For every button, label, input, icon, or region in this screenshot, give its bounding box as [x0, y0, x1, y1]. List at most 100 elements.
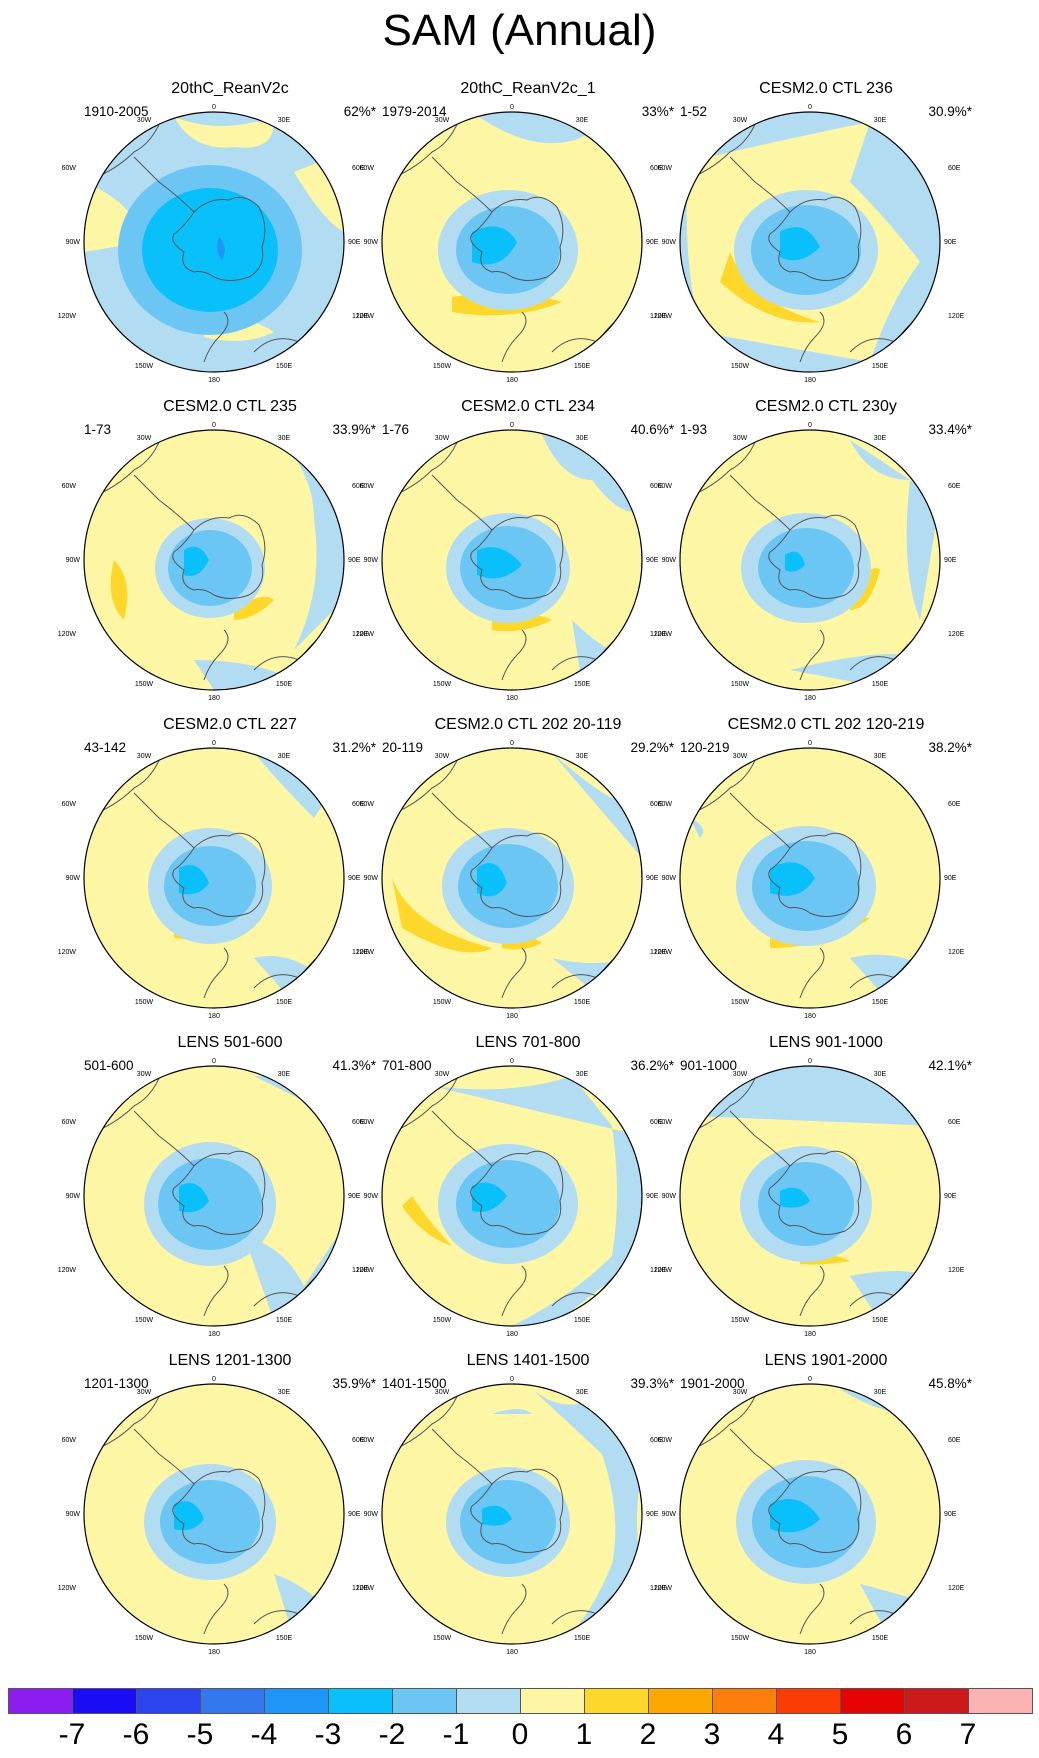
grid-label: 30E [278, 435, 291, 442]
grid-label: 60E [352, 483, 365, 490]
grid-label: 120E [352, 631, 369, 638]
grid-label: 150W [135, 363, 154, 370]
grid-label: 120W [654, 631, 673, 638]
grid-label: 180 [506, 695, 518, 702]
grid-label: 30E [278, 753, 291, 760]
colorbar-swatch [72, 1688, 137, 1714]
grid-label: 150E [276, 363, 293, 370]
colorbar-label: -7 [58, 1718, 86, 1751]
panel-period: 20-119 [382, 740, 424, 755]
panel-title: CESM2.0 CTL 235 [163, 398, 297, 415]
grid-label: 120E [948, 949, 965, 956]
grid-label: 150E [574, 681, 591, 688]
figure-title: SAM (Annual) [382, 6, 657, 55]
grid-label: 0 [808, 1058, 812, 1065]
grid-label: 180 [804, 1331, 816, 1338]
colorbar-label: 1 [575, 1718, 593, 1751]
grid-label: 180 [208, 1649, 220, 1656]
grid-label: 0 [808, 422, 812, 429]
grid-label: 120W [356, 1267, 375, 1274]
grid-label: 90E [348, 1193, 361, 1200]
grid-label: 0 [808, 740, 812, 747]
colorbar-swatch [648, 1688, 713, 1714]
map-panel: LENS 701-800 701-800 36.2%* 0 30W 30E 60W 60E 90… [356, 1034, 678, 1338]
colorbar-swatch [8, 1688, 73, 1714]
grid-label: 30E [278, 117, 291, 124]
panel-variance-percent: 40.6%* [630, 422, 674, 437]
grid-label: 0 [212, 1058, 216, 1065]
grid-label: 90E [944, 1193, 957, 1200]
grid-label: 120W [356, 313, 375, 320]
grid-label: 60W [360, 1437, 375, 1444]
grid-label: 60E [352, 1437, 365, 1444]
grid-label: 60W [360, 1119, 375, 1126]
grid-label: 150E [872, 681, 889, 688]
grid-label: 90E [348, 1511, 361, 1518]
grid-label: 90E [348, 239, 361, 246]
panel-period: 1401-1500 [382, 1376, 447, 1391]
grid-label: 30W [137, 435, 152, 442]
colorbar-swatch [328, 1688, 393, 1714]
grid-label: 150W [135, 999, 154, 1006]
panel-period: 501-600 [84, 1058, 134, 1073]
panel-title: LENS 1201-1300 [168, 1352, 292, 1369]
grid-label: 150W [433, 363, 452, 370]
polar-map: 0 30W 30E 60W 60E 90W 90E 120W 120E 150W 150E 180 [654, 1376, 965, 1656]
colorbar-label: 0 [511, 1718, 529, 1751]
panel-title: LENS 901-1000 [769, 1034, 883, 1051]
map-panel: 20thC_ReanV2c_1 1979-2014 33%* 0 30W 30E 60W 60… [356, 80, 678, 384]
panel-title: 20thC_ReanV2c_1 [460, 80, 596, 97]
grid-label: 90W [662, 557, 677, 564]
panel-variance-percent: 30.9%* [928, 104, 972, 119]
panel-variance-percent: 35.9%* [332, 1376, 376, 1391]
grid-label: 90W [66, 1511, 81, 1518]
grid-label: 180 [804, 1649, 816, 1656]
grid-label: 150W [731, 1317, 750, 1324]
grid-label: 120W [58, 1267, 77, 1274]
panel-title: 20thC_ReanV2c [171, 80, 289, 97]
grid-label: 60W [658, 1119, 673, 1126]
panel-period: 1910-2005 [84, 104, 149, 119]
grid-label: 30W [733, 435, 748, 442]
grid-label: 0 [808, 1376, 812, 1383]
colorbar-label: 5 [831, 1718, 849, 1751]
grid-label: 60E [948, 165, 961, 172]
grid-label: 30W [733, 117, 748, 124]
polar-map: 0 30W 30E 60W 60E 90W 90E 120W 120E 150W 150E 180 [58, 740, 369, 1020]
map-panel: LENS 1201-1300 1201-1300 35.9%* 0 30W 30E 60W 6… [58, 1352, 380, 1656]
grid-label: 150E [574, 363, 591, 370]
grid-label: 0 [510, 104, 514, 111]
grid-label: 90W [662, 1511, 677, 1518]
panel-period: 43-142 [84, 740, 127, 755]
panel-variance-percent: 31.2%* [332, 740, 376, 755]
colorbar-label: -1 [442, 1718, 470, 1751]
grid-label: 60W [658, 1437, 673, 1444]
grid-label: 120E [352, 1585, 369, 1592]
panel-title: LENS 501-600 [177, 1034, 283, 1051]
grid-label: 120E [650, 313, 667, 320]
colorbar-label: 7 [959, 1718, 977, 1751]
grid-label: 90E [944, 239, 957, 246]
grid-label: 90E [646, 1511, 659, 1518]
grid-label: 150E [872, 363, 889, 370]
colorbar-label: 6 [895, 1718, 913, 1751]
grid-label: 90W [364, 239, 379, 246]
panel-variance-percent: 38.2%* [928, 740, 972, 755]
grid-label: 120E [352, 1267, 369, 1274]
grid-label: 120E [650, 1267, 667, 1274]
grid-label: 30W [435, 117, 450, 124]
polar-map: 0 30W 30E 60W 60E 90W 90E 120W 120E 150W 150E 180 [356, 740, 667, 1020]
grid-label: 120W [58, 949, 77, 956]
grid-label: 120E [948, 1585, 965, 1592]
grid-label: 90E [646, 239, 659, 246]
grid-label: 150W [731, 1635, 750, 1642]
grid-label: 90E [646, 1193, 659, 1200]
grid-label: 120W [356, 1585, 375, 1592]
grid-label: 0 [212, 104, 216, 111]
grid-label: 60E [948, 1119, 961, 1126]
grid-label: 0 [510, 422, 514, 429]
grid-label: 0 [510, 740, 514, 747]
polar-map: 0 30W 30E 60W 60E 90W 90E 120W 120E 150W 150E 180 [356, 422, 667, 702]
panel-period: 1-93 [680, 422, 708, 437]
grid-label: 120E [650, 631, 667, 638]
